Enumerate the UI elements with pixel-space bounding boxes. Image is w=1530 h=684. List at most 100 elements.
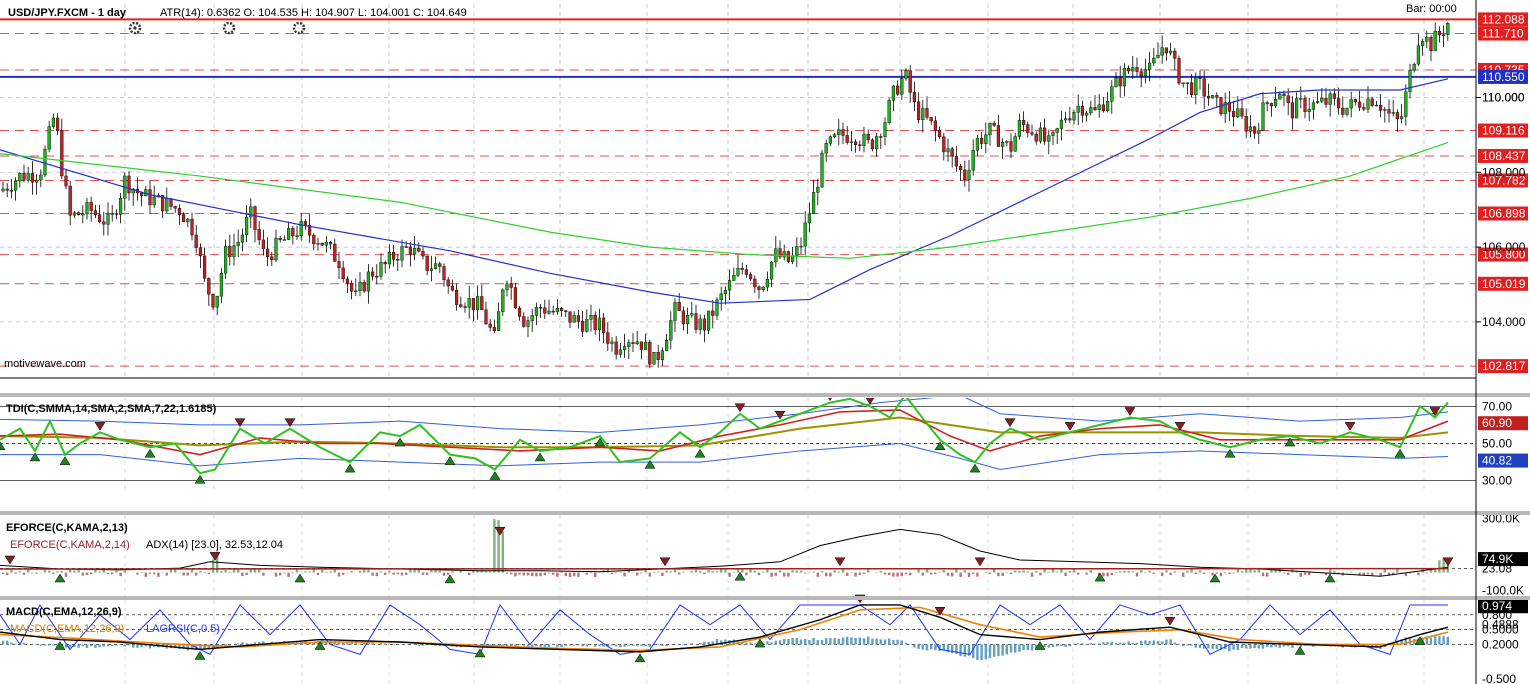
macd-histogram-bar <box>111 644 114 646</box>
eforce-bar <box>27 568 30 573</box>
macd-histogram-bar <box>514 644 517 647</box>
eforce-bar <box>799 570 803 573</box>
candle-body <box>358 282 362 292</box>
macd-histogram-bar <box>337 641 341 645</box>
candle-body <box>446 279 450 287</box>
macd-histogram-bar <box>1266 644 1269 647</box>
candle-body <box>47 126 51 150</box>
price-tag-label: 105.019 <box>1482 277 1526 291</box>
macd-legend: MACD(C,EMA,12,26,9) <box>10 623 124 635</box>
price-tag <box>1478 148 1528 163</box>
eforce-bar <box>1224 572 1227 574</box>
macd-histogram-bar <box>140 644 143 648</box>
candle-body <box>1084 112 1089 116</box>
candle-body <box>618 349 622 355</box>
eforce-bar <box>1144 572 1147 574</box>
tdi-panel[interactable]: TDI(C,SMMA,14,SMA,2,SMA,7,22,1.6185) <box>0 384 1476 490</box>
candle-body <box>950 148 954 157</box>
macd-histogram-bar <box>972 644 975 659</box>
macd-histogram-bar <box>1026 644 1029 651</box>
macd-histogram-bar <box>896 639 899 645</box>
candle-body <box>719 293 723 301</box>
eforce-bar <box>682 571 685 573</box>
eforce-bar <box>195 572 198 576</box>
gear-icon[interactable] <box>128 21 142 35</box>
candle-body <box>371 271 375 277</box>
macd-histogram-bar <box>39 644 42 646</box>
price-tick-label: 108.000 <box>1482 165 1526 179</box>
eforce-bar <box>1211 572 1214 576</box>
candle-body <box>30 173 34 183</box>
candle-body <box>925 108 929 118</box>
candle-body <box>450 285 454 291</box>
eforce-bar <box>291 572 294 574</box>
gear-icon[interactable] <box>292 21 306 35</box>
candle-body <box>1437 31 1441 36</box>
tdi-signal-line <box>0 416 1449 449</box>
candle-body <box>362 282 366 292</box>
up-arrow-marker <box>594 437 606 447</box>
candle-body <box>1353 99 1357 103</box>
macd-histogram-bar <box>1299 644 1302 647</box>
eforce-bar <box>442 572 446 576</box>
macd-histogram-bar <box>174 644 177 649</box>
macd-histogram-bar <box>699 643 702 645</box>
candle-body <box>1320 97 1324 102</box>
macd-histogram-bar <box>787 639 790 645</box>
macd-histogram-bar <box>1442 636 1445 645</box>
candle-body <box>723 290 727 295</box>
macd-title: MACD(C,EMA,12,26,9) <box>6 606 122 618</box>
eforce-bar <box>757 572 761 576</box>
candle-body <box>1362 107 1366 110</box>
eforce-bar <box>178 572 181 573</box>
candle-body <box>1202 78 1206 97</box>
macd-histogram-bar <box>413 643 416 645</box>
eforce-bar <box>321 569 324 573</box>
down-arrow-marker <box>1164 616 1176 626</box>
candle-body <box>740 268 744 270</box>
eforce-bar <box>165 572 168 576</box>
eforce-bar <box>963 570 966 573</box>
eforce-bar <box>1169 572 1172 576</box>
eforce-bar <box>1056 571 1059 573</box>
adx-line <box>0 528 1449 577</box>
eforce-panel[interactable]: EFORCE(C,KAMA,2,13) EFORCE(C,KAMA,2,14) … <box>0 515 1476 596</box>
candle-body <box>942 136 946 153</box>
candle-body <box>1181 82 1185 84</box>
candle-body <box>1198 77 1202 79</box>
macd-panel[interactable]: MACD(C,EMA,12,26,9) MACD(C,EMA,12,26,9) … <box>0 594 1476 684</box>
candle-body <box>963 169 967 180</box>
symbol-title: USD/JPY.FXCM - 1 day <box>8 7 127 19</box>
candle-body <box>896 85 900 95</box>
eforce-bar <box>1232 572 1235 574</box>
price-tag-label: 105.800 <box>1482 248 1526 262</box>
macd-histogram-bar <box>510 644 513 647</box>
price-panel[interactable]: USD/JPY.FXCM - 1 day ATR(14): 0.6362 O: … <box>0 0 1476 378</box>
candle-body <box>81 213 85 216</box>
macd-histogram-bar <box>783 639 786 645</box>
candle-body <box>744 269 748 275</box>
eforce-bar <box>1257 568 1260 573</box>
up-arrow-marker <box>194 474 206 484</box>
eforce-bar <box>304 571 307 573</box>
eforce-bar <box>1114 571 1118 573</box>
macd-histogram-bar <box>312 641 315 645</box>
candle-body <box>522 316 526 327</box>
price-tag <box>1478 12 1528 27</box>
eforce-bar <box>774 572 777 576</box>
eforce-bar <box>594 572 597 577</box>
candle-body <box>715 299 719 316</box>
eforce-bar <box>812 571 815 573</box>
candle-body <box>1068 118 1072 121</box>
eforce-bar <box>329 571 332 573</box>
price-tag <box>1478 206 1528 221</box>
eforce-bar <box>720 568 723 573</box>
candle-body <box>1429 37 1433 52</box>
eforce-bar <box>1131 571 1134 573</box>
gear-icon[interactable] <box>222 21 236 35</box>
up-arrow-marker <box>1284 437 1296 447</box>
candle-body <box>1059 119 1063 129</box>
eforce-bar <box>1379 572 1382 577</box>
macd-histogram-bar <box>804 638 807 645</box>
price-tag <box>1478 359 1528 374</box>
